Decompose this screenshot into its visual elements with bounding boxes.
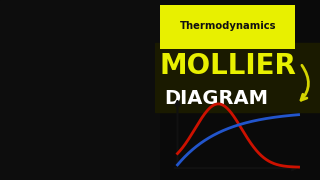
Text: DIAGRAM: DIAGRAM [164, 89, 268, 109]
FancyBboxPatch shape [160, 5, 295, 49]
Bar [155, 43, 320, 112]
Text: MOLLIER: MOLLIER [159, 52, 296, 80]
Text: Thermodynamics: Thermodynamics [180, 21, 276, 31]
